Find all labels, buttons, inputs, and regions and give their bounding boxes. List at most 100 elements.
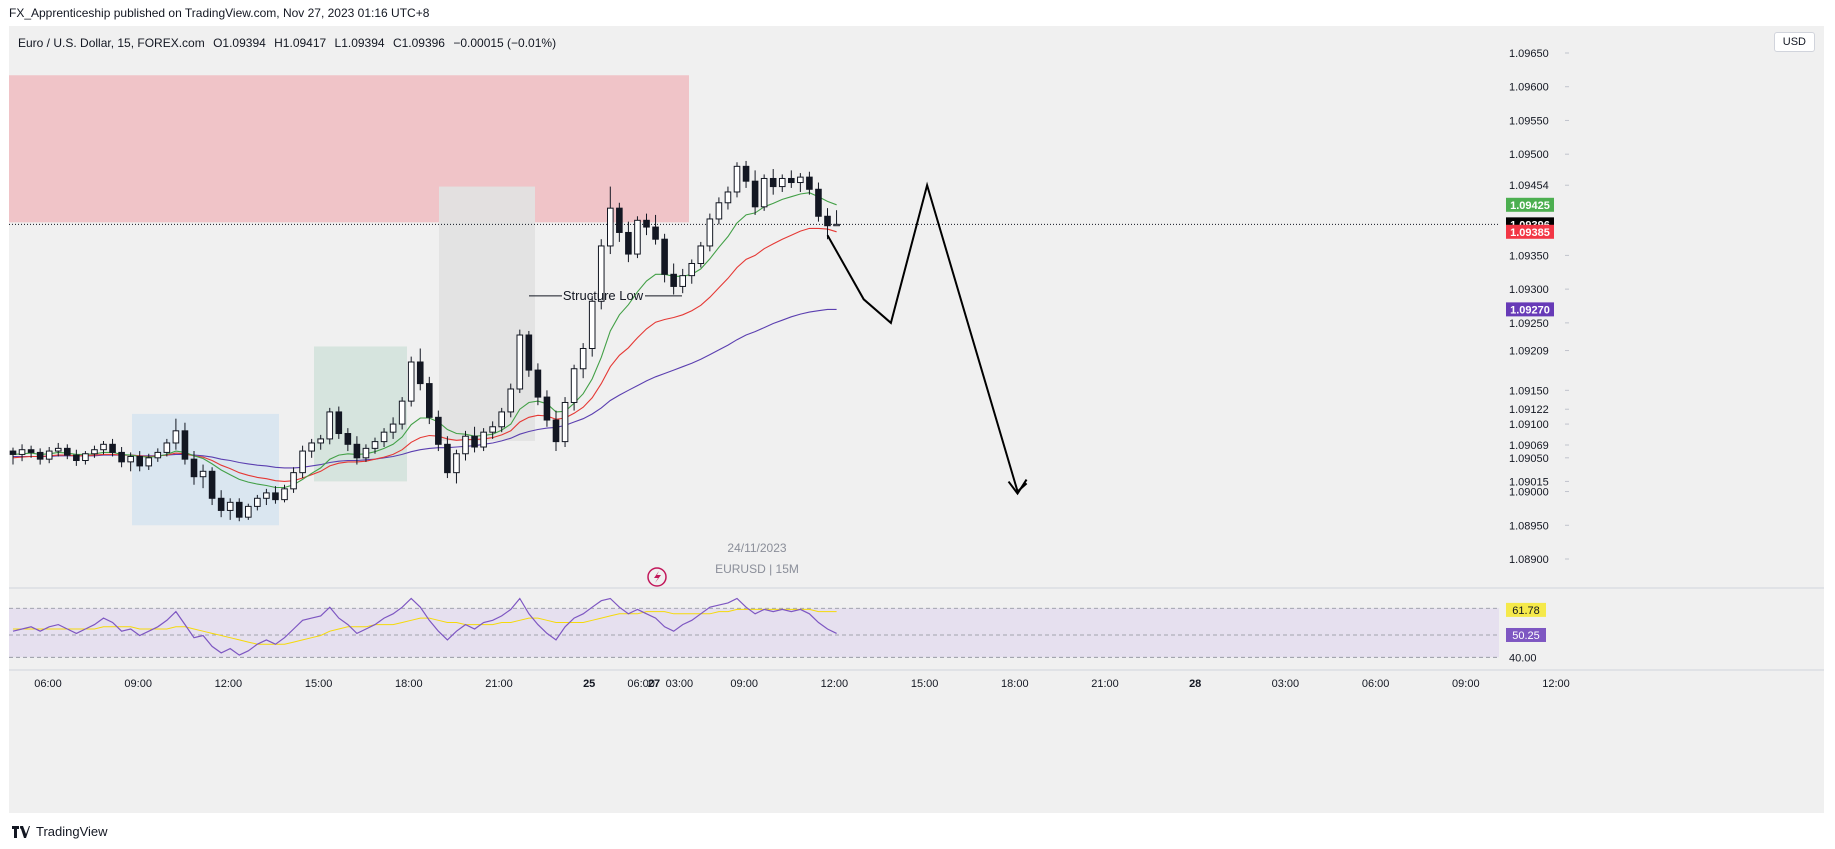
candle[interactable] <box>272 492 279 501</box>
candle[interactable] <box>769 177 777 188</box>
candle[interactable] <box>507 388 515 413</box>
candle[interactable] <box>570 368 578 403</box>
range-box-gray[interactable] <box>439 186 535 441</box>
candle[interactable] <box>670 273 677 287</box>
supply-zone[interactable] <box>9 75 689 223</box>
candle[interactable] <box>688 262 696 277</box>
candle[interactable] <box>643 219 650 228</box>
candle[interactable] <box>742 165 750 182</box>
candle[interactable] <box>760 177 768 208</box>
candle[interactable] <box>751 180 759 208</box>
candle[interactable] <box>489 426 496 433</box>
candle[interactable] <box>64 447 71 456</box>
lightning-icon[interactable] <box>647 567 667 587</box>
candle[interactable] <box>715 202 723 220</box>
candle[interactable] <box>652 226 659 240</box>
candle[interactable] <box>254 497 261 507</box>
candle[interactable] <box>453 453 460 474</box>
candle[interactable] <box>281 488 288 501</box>
candle[interactable] <box>552 419 560 443</box>
candle[interactable] <box>217 497 225 511</box>
tradingview-brand[interactable]: TradingView <box>12 824 108 839</box>
candle[interactable] <box>607 207 614 247</box>
candle[interactable] <box>54 447 62 452</box>
candle[interactable] <box>706 218 714 247</box>
candle[interactable] <box>679 275 687 287</box>
candle[interactable] <box>208 470 216 499</box>
candle[interactable] <box>127 455 134 463</box>
candle[interactable] <box>36 451 44 460</box>
candle[interactable] <box>380 431 388 443</box>
candle[interactable] <box>534 369 542 398</box>
candle[interactable] <box>389 423 397 433</box>
candle[interactable] <box>317 438 324 444</box>
candle[interactable] <box>263 492 270 499</box>
candle[interactable] <box>724 191 732 204</box>
candle[interactable] <box>697 245 705 264</box>
candle[interactable] <box>398 400 406 425</box>
candle[interactable] <box>498 411 505 428</box>
candle[interactable] <box>471 435 478 448</box>
candle[interactable] <box>27 449 35 453</box>
candle[interactable] <box>426 383 433 418</box>
candle[interactable] <box>733 165 741 193</box>
candle[interactable] <box>226 501 234 511</box>
candle[interactable] <box>181 430 189 460</box>
candle[interactable] <box>335 411 343 435</box>
candle[interactable] <box>561 401 569 443</box>
candle[interactable] <box>634 219 641 255</box>
candle[interactable] <box>462 435 469 455</box>
candle[interactable] <box>172 430 180 444</box>
candle[interactable] <box>833 223 840 227</box>
candle[interactable] <box>163 442 171 453</box>
candle[interactable] <box>516 334 524 390</box>
candle[interactable] <box>45 450 53 460</box>
candlestick-chart[interactable]: Structure Low 24/11/2023 EURUSD | 15M 1.096… <box>9 26 1824 813</box>
candle[interactable] <box>525 334 533 371</box>
candle[interactable] <box>18 449 26 455</box>
candle[interactable] <box>235 501 243 518</box>
currency-button[interactable]: USD <box>1773 32 1815 52</box>
candle[interactable] <box>136 455 144 467</box>
candle[interactable] <box>145 457 153 467</box>
candle[interactable] <box>444 443 451 474</box>
candle[interactable] <box>91 449 98 455</box>
candle[interactable] <box>109 443 116 453</box>
structure-low-label[interactable]: Structure Low <box>563 288 644 303</box>
candle[interactable] <box>588 300 596 350</box>
candle[interactable] <box>371 441 379 449</box>
candle[interactable] <box>100 443 107 451</box>
candle[interactable] <box>154 451 162 459</box>
candle[interactable] <box>118 451 125 463</box>
candle[interactable] <box>245 505 252 518</box>
candle[interactable] <box>788 177 795 184</box>
candle[interactable] <box>435 416 442 445</box>
candle[interactable] <box>73 454 80 462</box>
candle[interactable] <box>597 245 605 302</box>
candle[interactable] <box>806 176 813 190</box>
candle[interactable] <box>9 450 17 455</box>
candle[interactable] <box>344 433 352 445</box>
candle[interactable] <box>407 361 415 402</box>
candle[interactable] <box>82 453 89 462</box>
candle[interactable] <box>308 442 315 452</box>
symbol-title[interactable]: Euro / U.S. Dollar, 15, FOREX.com <box>18 36 205 50</box>
candle[interactable] <box>290 472 297 490</box>
candle[interactable] <box>625 231 632 255</box>
candle[interactable] <box>815 188 822 217</box>
candle[interactable] <box>416 361 424 385</box>
candle[interactable] <box>190 458 198 478</box>
candle[interactable] <box>824 215 831 227</box>
candle[interactable] <box>480 431 487 448</box>
candle[interactable] <box>543 396 551 421</box>
candle[interactable] <box>362 447 370 459</box>
projection-path[interactable] <box>826 181 1028 494</box>
candle[interactable] <box>326 411 334 440</box>
candle[interactable] <box>353 443 361 459</box>
candle[interactable] <box>797 176 804 184</box>
candle[interactable] <box>661 238 668 275</box>
candle[interactable] <box>616 207 623 233</box>
chart-area[interactable]: Structure Low 24/11/2023 EURUSD | 15M 1.096… <box>9 26 1824 813</box>
candle[interactable] <box>199 470 207 478</box>
candle[interactable] <box>299 450 306 474</box>
